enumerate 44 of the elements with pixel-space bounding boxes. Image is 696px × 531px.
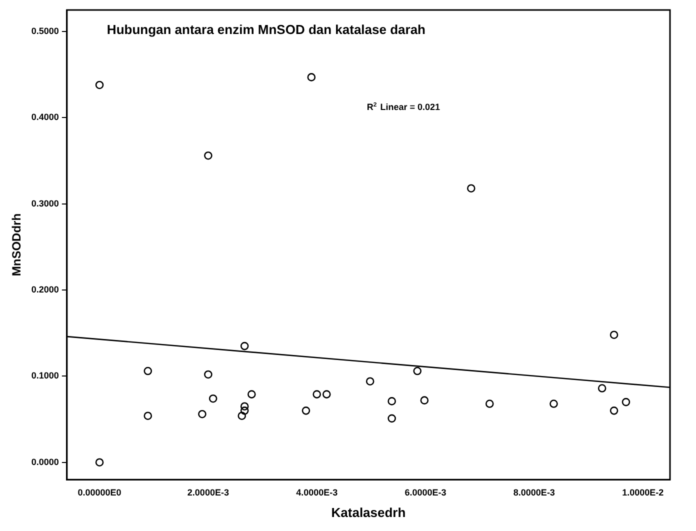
point [238,412,246,420]
point [240,402,249,411]
point [610,406,618,415]
y-tick-label: 0.1000 [31,370,59,381]
point [550,400,558,408]
x-tick-label: 6.0000E-3 [404,487,446,498]
point [240,406,249,415]
point [322,390,331,398]
point [144,366,152,376]
y-tick-label: 0.0000 [31,456,59,467]
point [467,184,476,193]
point [388,397,396,406]
point [208,394,218,403]
x-tick-label: 2.0000E-3 [187,487,229,498]
text: Hubungan antara enzim MnSOD dan katalase darah [106,22,426,37]
x-tick-label: 0.00000E0 [78,487,122,498]
y-tick-label: 0.5000 [31,26,59,36]
point [420,396,429,404]
point [204,370,212,379]
point [307,73,316,82]
y-tick-label: 0.3000 [31,198,59,208]
point [144,412,152,420]
x-tick-label: 4.0000E-3 [296,487,338,498]
point [598,384,606,392]
point [240,342,249,350]
x-tick-label: 1.0000E-2 [622,487,664,498]
point [622,398,630,406]
point [302,406,310,415]
point [198,410,206,418]
point [248,390,256,398]
point [204,151,212,160]
point [388,414,396,423]
point [366,377,374,386]
x-axis-title: Katalasedrh [331,504,406,520]
point [95,458,104,467]
x-tick-label: 8.0000E-3 [513,487,555,498]
point [312,390,321,398]
y-tick-label: 0.2000 [31,284,59,295]
point [485,400,494,408]
point [95,80,104,90]
point [413,366,422,376]
point [610,330,618,339]
y-axis-title: MnSODdrh [10,213,24,276]
y-tick-label: 0.4000 [31,112,59,122]
